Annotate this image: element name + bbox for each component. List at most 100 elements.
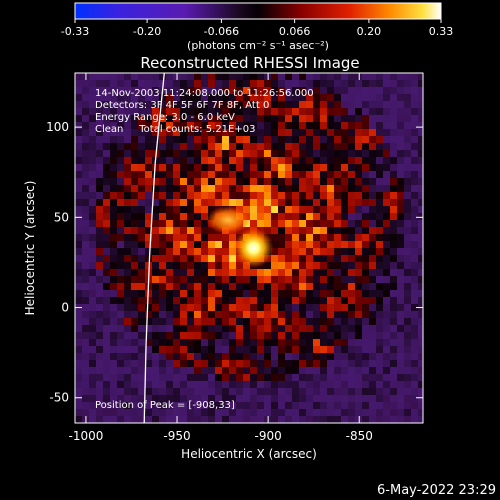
heatmap-pixel xyxy=(180,178,187,185)
heatmap-pixel xyxy=(341,360,348,367)
heatmap-pixel xyxy=(208,339,215,346)
heatmap-pixel xyxy=(418,255,423,262)
heatmap-pixel xyxy=(383,115,390,122)
heatmap-pixel xyxy=(124,395,131,402)
heatmap-pixel xyxy=(327,290,334,297)
heatmap-pixel xyxy=(75,346,82,353)
heatmap-pixel xyxy=(362,325,369,332)
heatmap-pixel xyxy=(96,73,103,80)
heatmap-pixel xyxy=(292,409,299,416)
colorbar-tick-label: 0.20 xyxy=(357,25,382,38)
heatmap-pixel xyxy=(110,87,117,94)
heatmap-pixel xyxy=(201,409,208,416)
heatmap-pixel xyxy=(138,80,145,87)
heatmap-pixel xyxy=(124,234,131,241)
heatmap-pixel xyxy=(390,220,397,227)
heatmap-pixel xyxy=(278,87,285,94)
colorbar-ticks: -0.33 -0.20 -0.066 0.066 0.20 0.33 xyxy=(61,19,453,38)
heatmap-pixel xyxy=(96,136,103,143)
heatmap-pixel xyxy=(138,318,145,325)
heatmap-pixel xyxy=(264,150,271,157)
heatmap-pixel xyxy=(390,353,397,360)
heatmap-pixel xyxy=(271,367,278,374)
heatmap-pixel xyxy=(411,297,418,304)
heatmap-pixel xyxy=(229,388,236,395)
heatmap-pixel xyxy=(138,192,145,199)
heatmap-pixel xyxy=(236,402,243,409)
heatmap-pixel xyxy=(334,213,341,220)
heatmap-pixel xyxy=(194,276,201,283)
heatmap-pixel xyxy=(243,192,250,199)
heatmap-pixel xyxy=(348,360,355,367)
heatmap-pixel xyxy=(418,171,423,178)
heatmap-pixel xyxy=(341,227,348,234)
heatmap-pixel xyxy=(320,367,327,374)
heatmap-pixel xyxy=(96,122,103,129)
heatmap-pixel xyxy=(285,409,292,416)
heatmap-pixel xyxy=(96,220,103,227)
heatmap-pixel xyxy=(250,297,257,304)
heatmap-pixel xyxy=(390,73,397,80)
heatmap-pixel xyxy=(404,283,411,290)
heatmap-pixel xyxy=(250,283,257,290)
heatmap-pixel xyxy=(215,311,222,318)
heatmap-pixel xyxy=(75,262,82,269)
heatmap-pixel xyxy=(138,101,145,108)
heatmap-pixel xyxy=(376,297,383,304)
heatmap-pixel xyxy=(187,346,194,353)
heatmap-pixel xyxy=(131,115,138,122)
heatmap-pixel xyxy=(215,339,222,346)
heatmap-pixel xyxy=(208,367,215,374)
heatmap-pixel xyxy=(404,213,411,220)
heatmap-pixel xyxy=(208,304,215,311)
heatmap-pixel xyxy=(124,248,131,255)
heatmap-pixel xyxy=(173,234,180,241)
heatmap-pixel xyxy=(145,332,152,339)
heatmap-pixel xyxy=(404,318,411,325)
heatmap-pixel xyxy=(390,360,397,367)
heatmap-pixel xyxy=(271,101,278,108)
heatmap-pixel xyxy=(208,269,215,276)
heatmap-pixel xyxy=(131,374,138,381)
heatmap-pixel xyxy=(264,220,271,227)
heatmap-pixel xyxy=(278,269,285,276)
heatmap-pixel xyxy=(194,213,201,220)
heatmap-pixel xyxy=(89,206,96,213)
heatmap-pixel xyxy=(334,178,341,185)
heatmap-pixel xyxy=(152,80,159,87)
heatmap-pixel xyxy=(306,416,313,423)
heatmap-pixel xyxy=(306,395,313,402)
heatmap-pixel xyxy=(75,360,82,367)
heatmap-pixel xyxy=(194,192,201,199)
heatmap-pixel xyxy=(327,304,334,311)
heatmap-pixel xyxy=(166,206,173,213)
heatmap-pixel xyxy=(369,402,376,409)
heatmap-pixel xyxy=(334,332,341,339)
heatmap-pixel xyxy=(173,171,180,178)
heatmap-pixel xyxy=(271,157,278,164)
heatmap-pixel xyxy=(103,332,110,339)
heatmap-pixel xyxy=(180,255,187,262)
heatmap-pixel xyxy=(278,129,285,136)
heatmap-pixel xyxy=(229,94,236,101)
heatmap-pixel xyxy=(89,255,96,262)
heatmap-pixel xyxy=(131,353,138,360)
heatmap-pixel xyxy=(208,157,215,164)
heatmap-pixel xyxy=(278,276,285,283)
heatmap-pixel xyxy=(236,129,243,136)
heatmap-pixel xyxy=(418,122,423,129)
heatmap-pixel xyxy=(173,374,180,381)
heatmap-pixel xyxy=(397,80,404,87)
heatmap-pixel xyxy=(103,360,110,367)
heatmap-pixel xyxy=(110,248,117,255)
heatmap-pixel xyxy=(110,94,117,101)
heatmap-pixel xyxy=(89,318,96,325)
heatmap-pixel xyxy=(152,227,159,234)
colorbar-tick-label: -0.066 xyxy=(204,25,239,38)
heatmap-pixel xyxy=(390,241,397,248)
heatmap-pixel xyxy=(369,94,376,101)
heatmap-pixel xyxy=(362,143,369,150)
heatmap-pixel xyxy=(320,297,327,304)
heatmap-pixel xyxy=(411,80,418,87)
heatmap-pixel xyxy=(89,332,96,339)
